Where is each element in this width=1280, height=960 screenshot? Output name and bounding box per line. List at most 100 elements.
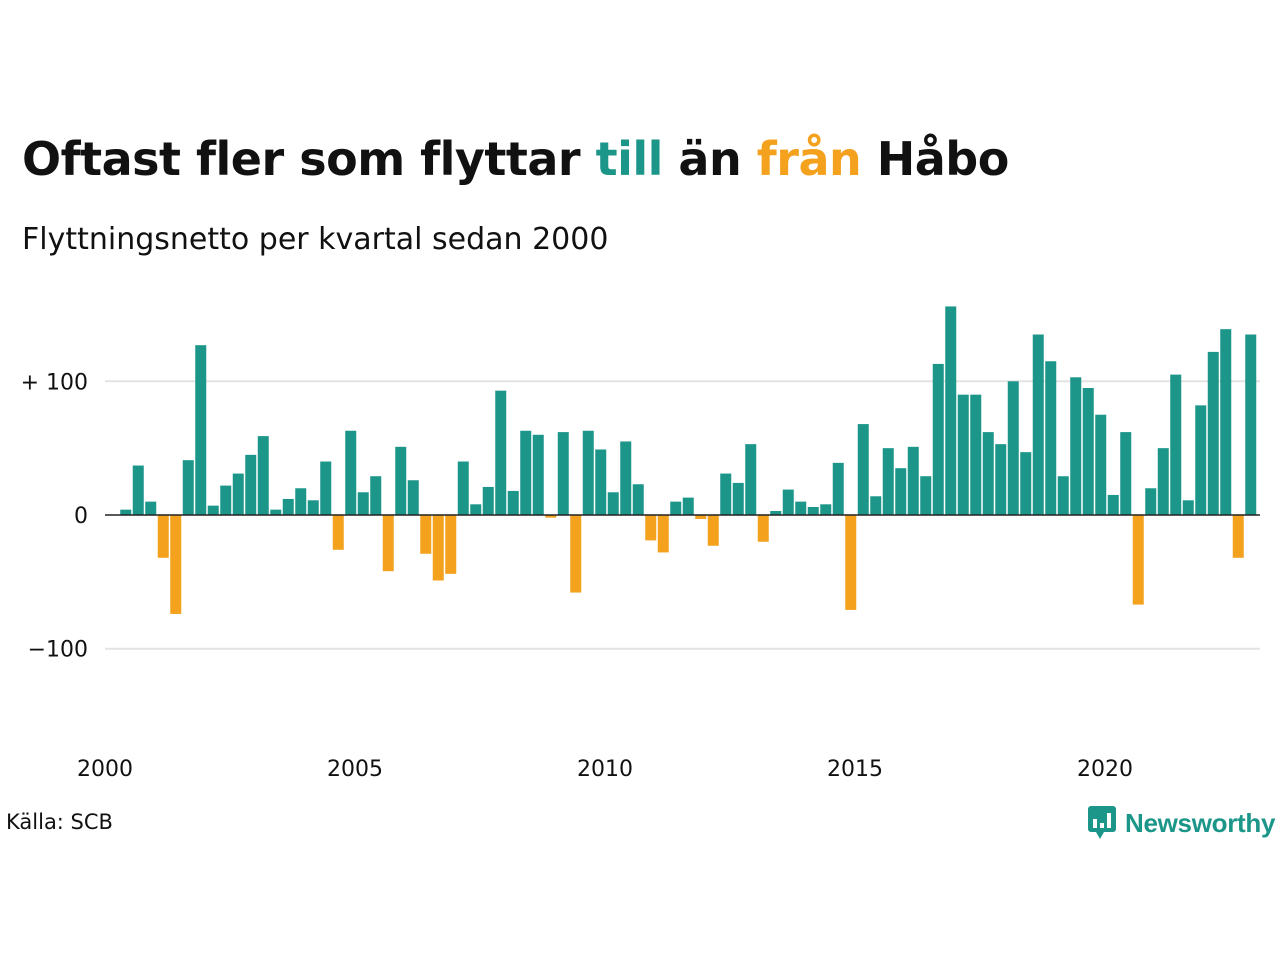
y-axis-labels: + 100 0 −100 [21,370,88,662]
bar [1170,374,1182,515]
x-tick-label: 2000 [77,757,133,782]
bar [557,432,569,515]
title-part2: än [662,132,757,186]
y-tick-label: 0 [74,504,88,529]
chart-title: Oftast fler som flyttar till än från Håb… [22,132,1009,186]
bar [520,430,532,515]
bar [1057,476,1069,515]
bar [757,515,769,542]
chart-subtitle: Flyttningsnetto per kvartal sedan 2000 [22,222,609,257]
bar [1020,452,1032,515]
bar [782,489,794,515]
bar [1245,334,1257,515]
bar [145,501,157,515]
bar [457,461,469,515]
bar [232,473,244,515]
bar [1207,351,1219,515]
bar [807,506,819,515]
bar [257,436,269,515]
bar [1157,448,1169,515]
bar [620,441,632,515]
bar [195,345,207,515]
bar [982,432,994,515]
bar [345,430,357,515]
bar [495,390,507,515]
bar [920,476,932,515]
bar [570,515,582,593]
bar [1220,329,1232,515]
bar [957,394,969,515]
bar [1145,488,1157,515]
bar [870,496,882,515]
bar [320,461,332,515]
bar [670,501,682,515]
bar [382,515,394,572]
bar [407,480,419,515]
bar [1082,387,1094,515]
bar [882,448,894,515]
newsworthy-logo[interactable]: Newsworthy [1087,805,1275,841]
bar [645,515,657,541]
y-tick-label: + 100 [21,370,88,395]
bar [682,497,694,515]
bar [845,515,857,610]
bar [1095,414,1107,515]
bar [1195,405,1207,515]
bar [507,490,519,515]
y-tick-label: −100 [28,638,88,663]
title-highlight-till: till [595,132,664,186]
bar [370,476,382,515]
bar [657,515,669,553]
bar [595,449,607,515]
bar [582,430,594,515]
bar [270,509,282,515]
title-part1: Oftast fler som flyttar [22,132,596,186]
grid-lines [105,380,1260,650]
bar [720,473,732,515]
bar [995,444,1007,515]
bar [432,515,444,581]
newsworthy-chart-bubble-icon [1088,806,1116,839]
bar [970,394,982,515]
bar [732,482,744,515]
x-tick-label: 2010 [577,757,633,782]
logo-text: Newsworthy [1125,807,1276,838]
bar [245,454,257,515]
bar [945,306,957,515]
bar [332,515,344,550]
bar [932,363,944,515]
source-note: Källa: SCB [6,810,113,834]
bar [545,515,557,518]
bar [1045,361,1057,515]
bar [695,515,707,520]
bar [357,492,369,515]
bar [470,504,482,515]
x-tick-label: 2015 [827,757,883,782]
bars [120,306,1257,614]
bar [1120,432,1132,515]
bar [220,485,232,515]
bar [482,486,494,515]
bar [907,446,919,515]
bar [395,446,407,515]
bar [420,515,432,554]
bar [307,500,319,515]
x-tick-label: 2005 [327,757,383,782]
bar [1032,334,1044,515]
bar [1182,500,1194,515]
bar [707,515,719,546]
bar [857,424,869,515]
bar [1132,515,1144,605]
bar [1007,381,1019,515]
title-highlight-fran: från [756,132,862,186]
bar [170,515,182,614]
bar [1070,377,1082,515]
bar [532,434,544,515]
bar-chart: + 100 0 −100 2000 2005 2010 2015 2020 [21,306,1260,782]
bar [832,462,844,515]
x-axis-labels: 2000 2005 2010 2015 2020 [77,757,1133,782]
bar [632,484,644,515]
bar [795,501,807,515]
title-part3: Håbo [861,132,1010,186]
bar [132,465,144,515]
